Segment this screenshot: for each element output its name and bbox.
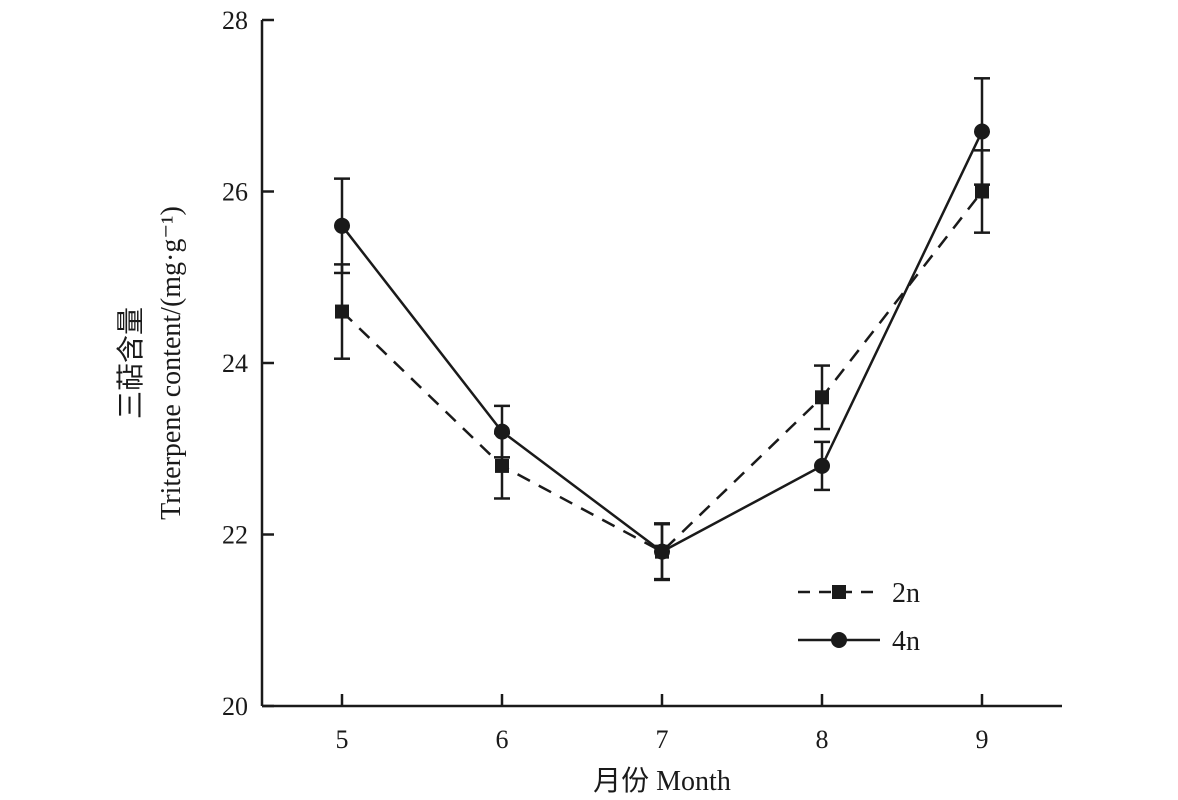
data-point	[335, 304, 349, 319]
series-line	[341, 130, 984, 554]
data-point	[814, 457, 830, 474]
y-tick-label: 26	[222, 178, 248, 207]
data-point	[975, 184, 989, 199]
legend-label: 2n	[892, 578, 920, 609]
plot-area	[334, 77, 990, 582]
series-line	[341, 190, 983, 554]
y-axis-title-line2: Triterpene content/(mg·g⁻¹)	[156, 206, 187, 520]
legend-marker	[832, 585, 846, 599]
legend-marker	[831, 632, 847, 648]
data-point	[495, 458, 509, 473]
data-point	[334, 217, 350, 234]
y-ticks: 20 22 24 26 28	[222, 6, 274, 721]
series-2n	[334, 149, 990, 581]
legend-label: 4n	[892, 626, 920, 657]
x-tick-label: 5	[336, 725, 349, 754]
data-point	[494, 423, 510, 440]
data-point	[815, 390, 829, 405]
data-point	[974, 123, 990, 140]
legend: 2n 4n	[798, 578, 920, 657]
x-tick-label: 9	[976, 725, 989, 754]
x-tick-label: 8	[816, 725, 829, 754]
data-point	[654, 543, 670, 560]
x-tick-label: 6	[496, 725, 509, 754]
x-ticks: 5 6 7 8 9	[336, 694, 989, 754]
y-tick-label: 28	[222, 6, 248, 35]
y-tick-label: 20	[222, 692, 248, 721]
y-tick-label: 24	[222, 349, 248, 378]
y-tick-label: 22	[222, 521, 248, 550]
axes	[260, 20, 1062, 708]
y-axis-title-line1: 三萜含量	[115, 307, 147, 419]
x-tick-label: 7	[656, 725, 669, 754]
series-4n	[334, 77, 990, 582]
x-axis-title: 月份 Month	[593, 765, 731, 797]
